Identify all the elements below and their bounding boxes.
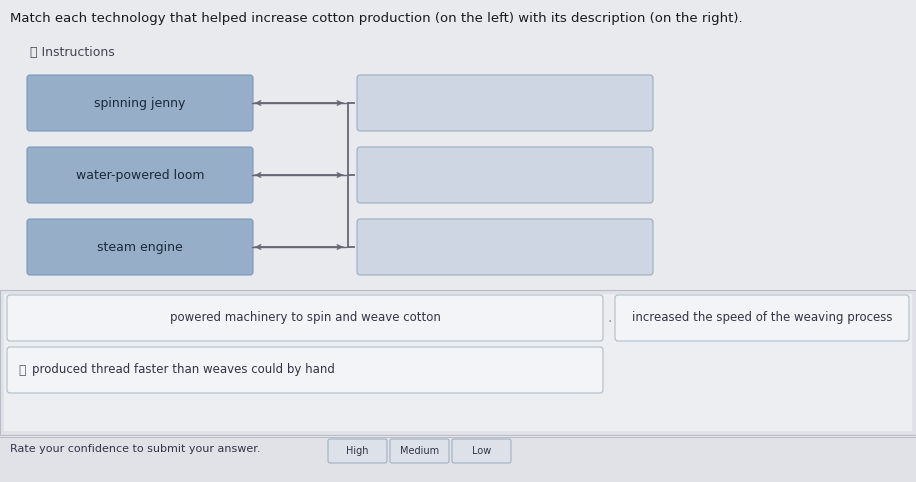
- FancyBboxPatch shape: [27, 75, 253, 131]
- FancyBboxPatch shape: [390, 439, 449, 463]
- Text: ⓘ Instructions: ⓘ Instructions: [30, 46, 114, 59]
- Text: steam engine: steam engine: [97, 241, 183, 254]
- FancyBboxPatch shape: [357, 75, 653, 131]
- FancyBboxPatch shape: [27, 219, 253, 275]
- Text: High: High: [346, 446, 369, 456]
- Text: Medium: Medium: [400, 446, 439, 456]
- Bar: [0, 437, 916, 482]
- Bar: [4, 294, 912, 431]
- FancyBboxPatch shape: [615, 295, 909, 341]
- Bar: [0, 290, 916, 435]
- Text: Rate your confidence to submit your answer.: Rate your confidence to submit your answ…: [10, 444, 260, 454]
- Text: spinning jenny: spinning jenny: [94, 96, 186, 109]
- Text: powered machinery to spin and weave cotton: powered machinery to spin and weave cott…: [169, 311, 441, 324]
- FancyBboxPatch shape: [328, 439, 387, 463]
- Text: .: .: [608, 311, 612, 325]
- FancyBboxPatch shape: [357, 147, 653, 203]
- Text: produced thread faster than weaves could by hand: produced thread faster than weaves could…: [32, 363, 335, 376]
- Text: ⌖: ⌖: [18, 363, 26, 376]
- FancyBboxPatch shape: [452, 439, 511, 463]
- Text: Low: Low: [472, 446, 491, 456]
- Text: water-powered loom: water-powered loom: [76, 169, 204, 182]
- FancyBboxPatch shape: [7, 295, 603, 341]
- FancyBboxPatch shape: [7, 347, 603, 393]
- FancyBboxPatch shape: [27, 147, 253, 203]
- FancyBboxPatch shape: [357, 219, 653, 275]
- Text: increased the speed of the weaving process: increased the speed of the weaving proce…: [632, 311, 892, 324]
- Text: Match each technology that helped increase cotton production (on the left) with : Match each technology that helped increa…: [10, 12, 743, 25]
